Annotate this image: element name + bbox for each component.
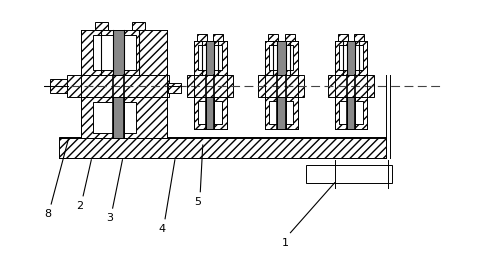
Bar	[93, 35, 112, 70]
Bar	[116, 35, 136, 70]
Bar	[193, 41, 226, 75]
Bar	[59, 137, 385, 158]
Text: 8: 8	[44, 209, 51, 219]
Bar	[337, 34, 347, 41]
Bar	[264, 97, 297, 129]
Bar	[269, 45, 277, 70]
Text: 3: 3	[106, 213, 113, 223]
Bar	[213, 45, 221, 70]
Bar	[206, 41, 214, 75]
Bar	[132, 22, 145, 30]
Bar	[328, 75, 373, 97]
Text: 1: 1	[281, 237, 288, 248]
Text: 5: 5	[194, 197, 201, 207]
Bar	[284, 45, 292, 70]
Bar	[50, 80, 68, 93]
Bar	[354, 34, 363, 41]
Text: 4: 4	[158, 224, 165, 234]
Bar	[305, 165, 391, 183]
Bar	[168, 83, 180, 93]
Bar	[258, 75, 304, 97]
Bar	[80, 97, 166, 138]
Bar	[346, 97, 354, 129]
Bar	[268, 34, 277, 41]
Bar	[193, 97, 226, 129]
Bar	[112, 30, 124, 75]
Bar	[213, 34, 223, 41]
Bar	[354, 101, 362, 124]
Bar	[269, 101, 277, 124]
Bar	[206, 97, 214, 129]
Text: 2: 2	[76, 201, 83, 211]
Bar	[67, 75, 169, 97]
Bar	[346, 41, 354, 75]
Bar	[116, 102, 136, 133]
Bar	[338, 101, 346, 124]
Bar	[80, 30, 166, 75]
Bar	[334, 41, 367, 75]
Bar	[197, 34, 207, 41]
Bar	[93, 102, 112, 133]
Bar	[354, 45, 362, 70]
Bar	[213, 101, 221, 124]
Bar	[264, 41, 297, 75]
Bar	[187, 75, 233, 97]
Bar	[284, 34, 294, 41]
Bar	[334, 97, 367, 129]
Bar	[338, 45, 346, 70]
Bar	[197, 101, 206, 124]
Bar	[277, 41, 285, 75]
Bar	[284, 101, 292, 124]
Bar	[94, 22, 107, 30]
Bar	[112, 97, 124, 138]
Bar	[197, 45, 206, 70]
Bar	[277, 97, 285, 129]
